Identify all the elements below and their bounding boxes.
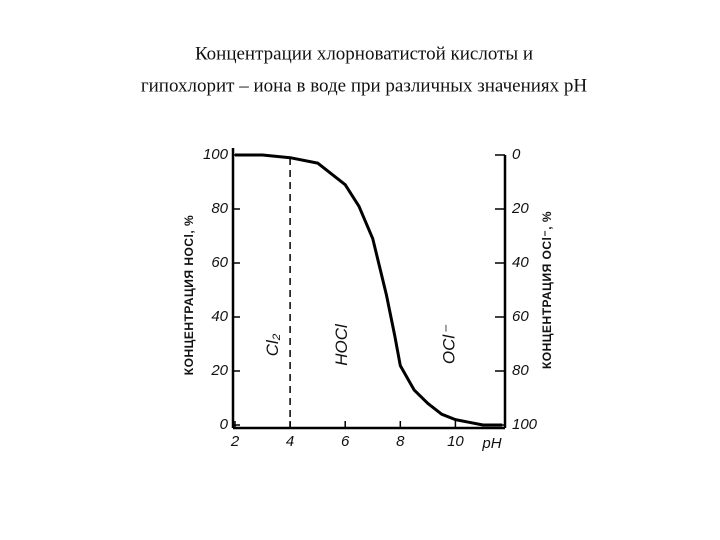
y2-tick-label: 20: [511, 200, 529, 217]
y2-tick-label: 100: [512, 416, 538, 433]
y-tick-label: 40: [211, 308, 228, 325]
y-tick-label: 0: [220, 416, 229, 433]
chart-title: Концентрации хлорноватистой кислоты и: [195, 43, 533, 64]
data-line: [235, 153, 503, 427]
y-tick-label: 60: [211, 254, 228, 271]
x-tick-label: 8: [396, 433, 405, 450]
y2-tick-label: 80: [512, 362, 529, 379]
y2-axis-label: КОНЦЕНТРАЦИЯ OCl⁻, %: [540, 211, 554, 369]
y-axis-label: КОНЦЕНТРАЦИЯ HOCl, %: [182, 215, 196, 375]
x-tick-label: 2: [230, 433, 240, 450]
y2-tick-label: 40: [512, 254, 529, 271]
y2-tick-label: 0: [512, 146, 521, 163]
region-label: Cl₂: [263, 333, 282, 356]
chart-title: гипохлорит – иона в воде при различных з…: [141, 75, 588, 96]
y-tick-label: 100: [203, 146, 229, 163]
y2-tick-label: 60: [512, 308, 529, 325]
x-tick-label: 4: [286, 433, 294, 450]
x-tick-label: 10: [447, 433, 464, 450]
y-tick-label: 20: [210, 362, 228, 379]
y-tick-label: 80: [211, 200, 228, 217]
region-label: HOCl: [332, 323, 351, 366]
region-label: OCl⁻: [439, 324, 458, 364]
x-tick-label: 6: [341, 433, 350, 450]
x-axis-label: pH: [481, 435, 501, 452]
